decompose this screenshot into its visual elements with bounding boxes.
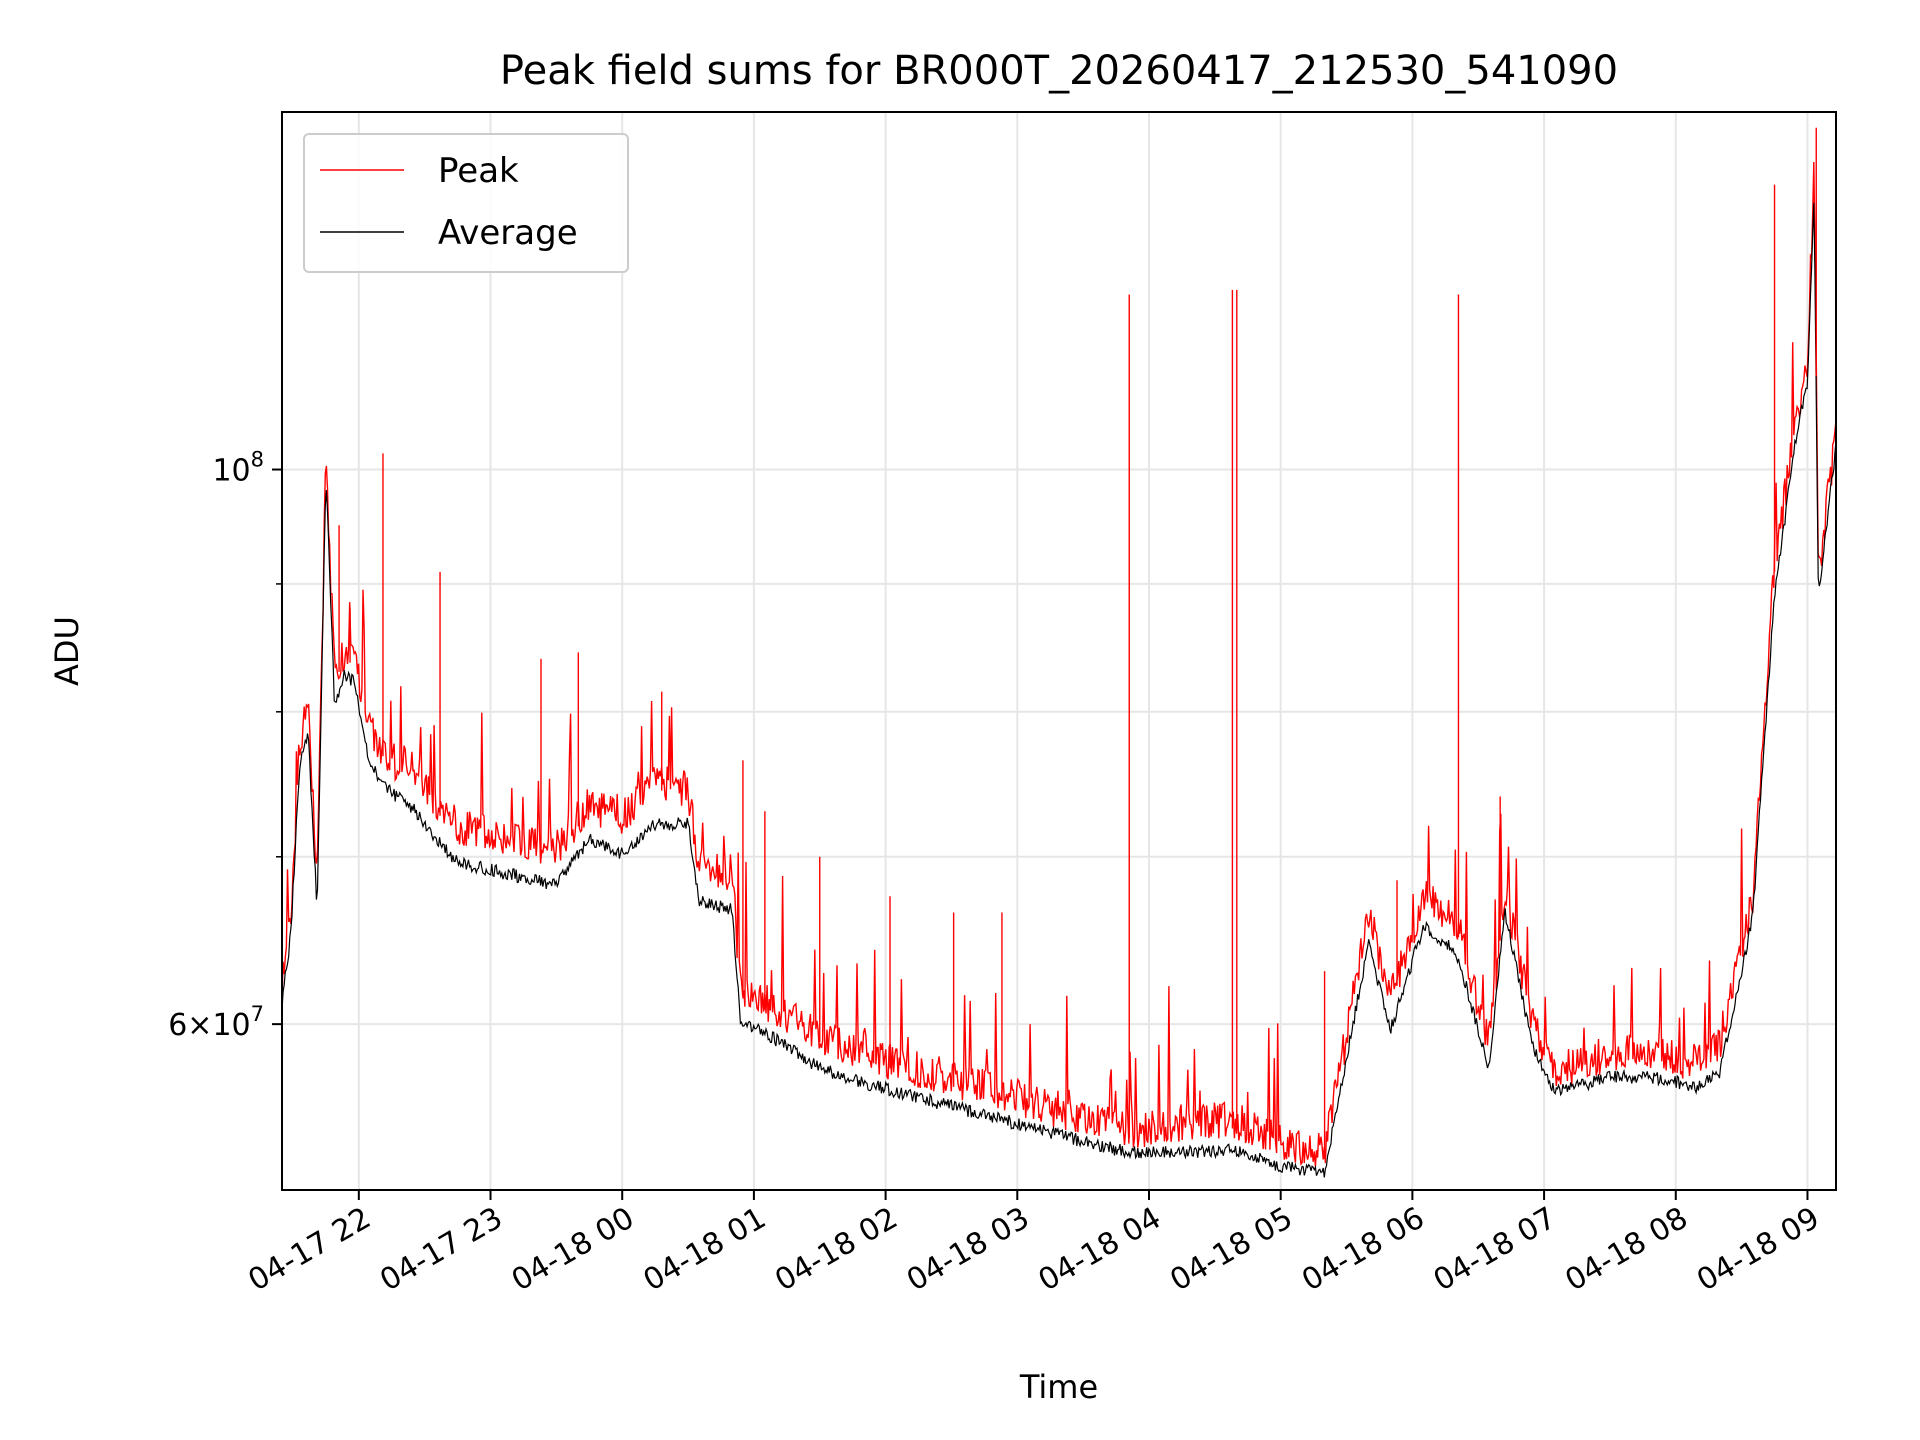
legend: Peak Average	[303, 133, 629, 273]
legend-label-average: Average	[438, 213, 578, 253]
legend-box	[303, 133, 629, 273]
y-tick-label: 6×107	[168, 1002, 264, 1043]
series-layer	[281, 127, 1837, 1178]
y-tick-label: 108	[212, 448, 264, 489]
series-average-line	[281, 202, 1837, 1178]
grid	[282, 112, 1836, 1190]
legend-label-peak: Peak	[438, 151, 519, 191]
y-axis-title: ADU	[48, 616, 86, 686]
chart-title: Peak field sums for BR000T_20260417_2125…	[500, 48, 1618, 94]
plot-frame	[281, 111, 1837, 1191]
x-axis-title: Time	[1019, 1368, 1098, 1406]
series-peak-line	[281, 161, 1837, 1167]
